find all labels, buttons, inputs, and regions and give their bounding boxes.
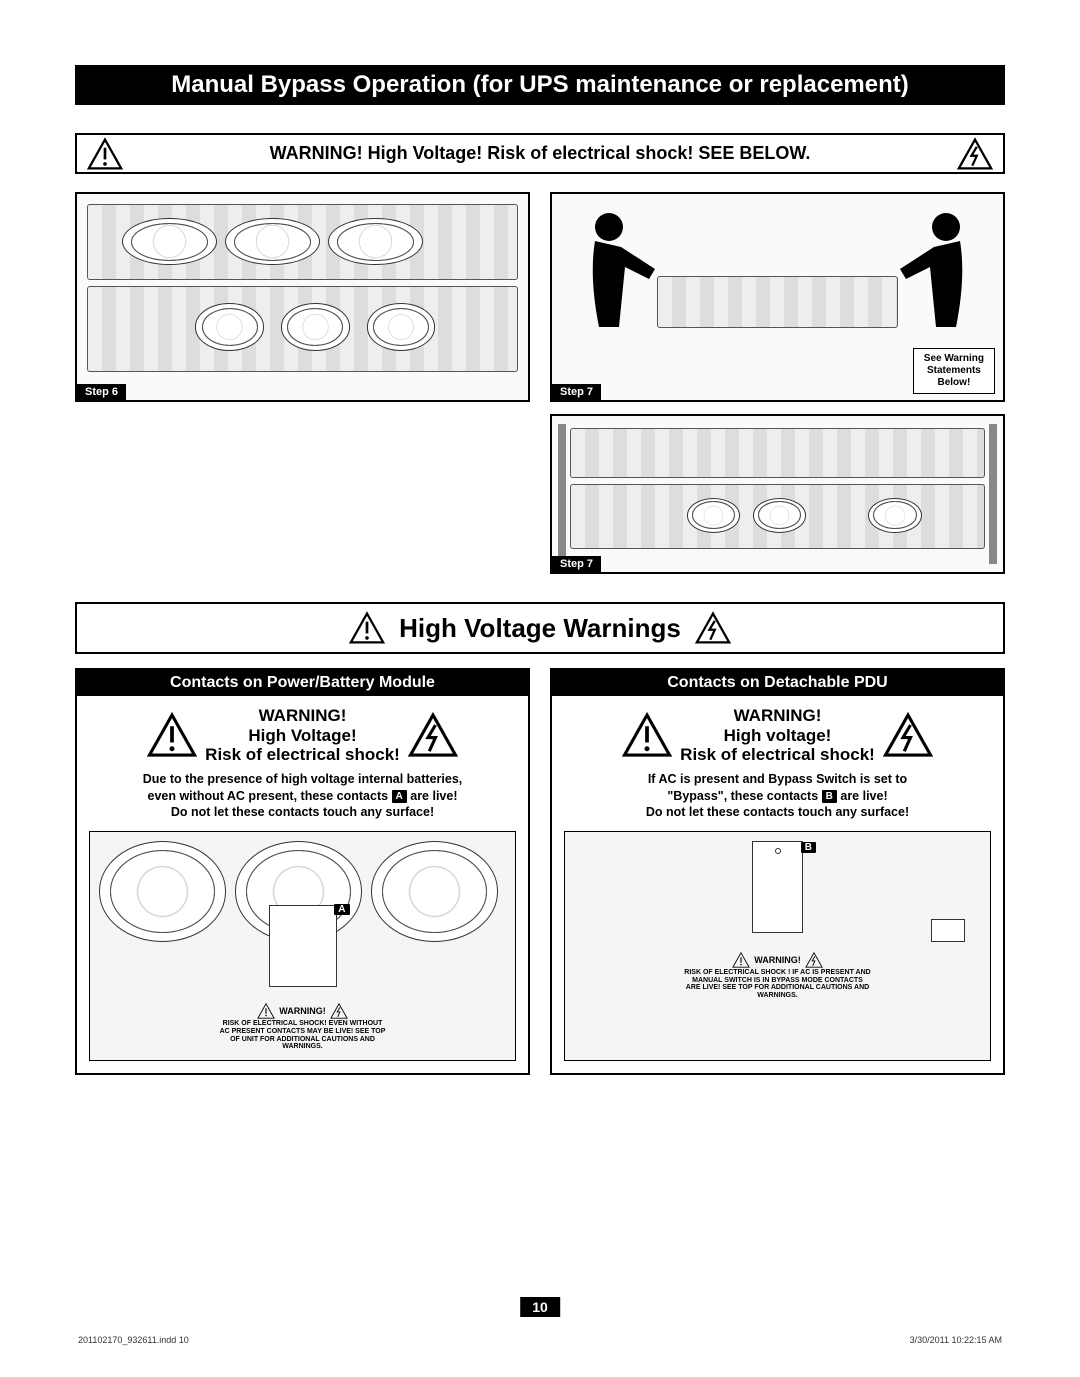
- warning-icon: [257, 1002, 275, 1020]
- step7-column: See Warning Statements Below! Step 7 Ste…: [550, 192, 1005, 574]
- lightning-icon: [805, 951, 823, 969]
- right-device-image: B WARNING! RISK OF ELECTRICAL SHOCK ! IF…: [564, 831, 991, 1061]
- step7a-box: See Warning Statements Below! Step 7: [550, 192, 1005, 402]
- step6-label: Step 6: [77, 384, 126, 400]
- right-column-header: Contacts on Detachable PDU: [552, 670, 1003, 696]
- left-warning-row: WARNING! High Voltage! Risk of electrica…: [89, 706, 516, 765]
- warning-icon: [77, 136, 133, 172]
- steps-row: Step 6 See Warning Sta: [75, 192, 1005, 574]
- page-title: Manual Bypass Operation (for UPS mainten…: [75, 65, 1005, 105]
- page: Manual Bypass Operation (for UPS mainten…: [0, 0, 1080, 1377]
- label-b-chip: B: [801, 842, 816, 853]
- lightning-icon: [947, 136, 1003, 172]
- footer-left: 201102170_932611.indd 10: [78, 1335, 189, 1345]
- right-column: Contacts on Detachable PDU WARNING! High…: [550, 668, 1005, 1075]
- left-device-image: A WARNING! RISK OF ELECTRICAL SHOCK! EVE…: [89, 831, 516, 1061]
- hv-warnings-title: High Voltage Warnings: [75, 602, 1005, 654]
- warning-icon: [147, 710, 197, 760]
- warning-icon: [349, 610, 385, 646]
- left-warning-desc: Due to the presence of high voltage inte…: [89, 771, 516, 822]
- step7b-label: Step 7: [552, 556, 601, 572]
- lightning-icon: [408, 710, 458, 760]
- step6-box: Step 6: [75, 192, 530, 402]
- warning-icon: [622, 710, 672, 760]
- lightning-icon: [695, 610, 731, 646]
- footer-right: 3/30/2011 10:22:15 AM: [910, 1335, 1002, 1345]
- right-warning-desc: If AC is present and Bypass Switch is se…: [564, 771, 991, 822]
- lightning-icon: [330, 1002, 348, 1020]
- warnings-columns: Contacts on Power/Battery Module WARNING…: [75, 668, 1005, 1075]
- step7b-box: Step 7: [550, 414, 1005, 574]
- left-column-header: Contacts on Power/Battery Module: [77, 670, 528, 696]
- person-silhouette-icon: [571, 207, 671, 347]
- step7a-label: Step 7: [552, 384, 601, 400]
- person-silhouette-icon: [884, 207, 984, 347]
- lightning-icon: [883, 710, 933, 760]
- rack-illustration: [558, 424, 997, 564]
- warning-icon: [732, 951, 750, 969]
- top-warning-bar: WARNING! High Voltage! Risk of electrica…: [75, 133, 1005, 174]
- step6-column: Step 6: [75, 192, 530, 574]
- step6-illustration: [87, 204, 518, 376]
- page-number: 10: [520, 1297, 560, 1317]
- label-a-chip: A: [334, 904, 349, 915]
- right-warning-row: WARNING! High voltage! Risk of electrica…: [564, 706, 991, 765]
- top-warning-text: WARNING! High Voltage! Risk of electrica…: [133, 135, 947, 172]
- see-warning-callout: See Warning Statements Below!: [913, 348, 995, 394]
- left-column: Contacts on Power/Battery Module WARNING…: [75, 668, 530, 1075]
